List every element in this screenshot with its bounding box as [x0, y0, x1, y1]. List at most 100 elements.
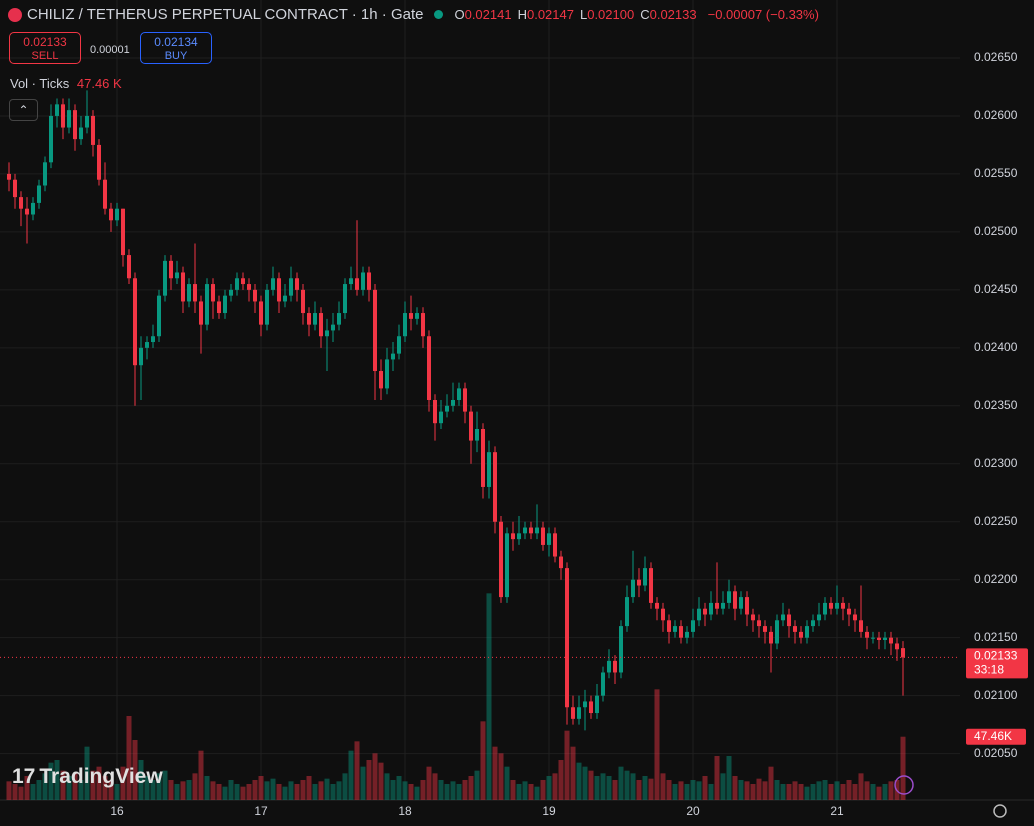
volume-bar — [642, 776, 648, 800]
candle-body — [853, 614, 857, 621]
volume-bar — [306, 776, 312, 800]
candle-body — [121, 208, 125, 256]
buy-label: BUY — [164, 50, 188, 62]
candle-body — [535, 527, 539, 534]
volume-bar — [900, 736, 906, 800]
candle-body — [175, 272, 179, 279]
header: CHILIZ / TETHERUS PERPETUAL CONTRACT · 1… — [8, 6, 819, 23]
volume-bar — [234, 784, 240, 800]
candle-body — [217, 301, 221, 314]
candle-body — [589, 701, 593, 714]
candle-body — [457, 388, 461, 400]
volume-bar — [702, 776, 708, 800]
candle-body — [607, 660, 611, 673]
volume-bar — [222, 786, 228, 800]
candle-body — [523, 527, 527, 534]
volume-bar — [468, 776, 474, 800]
symbol-title[interactable]: CHILIZ / TETHERUS PERPETUAL CONTRACT · 1… — [27, 6, 424, 23]
volume-bar — [504, 766, 510, 800]
candle-body — [775, 620, 779, 644]
x-tick-label: 18 — [398, 804, 412, 818]
volume-bar — [660, 773, 666, 800]
candle-body — [553, 533, 557, 557]
volume-bar — [438, 780, 444, 800]
volume-bar — [54, 760, 60, 800]
ohlc-value: 0.02147 — [526, 7, 574, 22]
x-tick-label: 20 — [686, 804, 700, 818]
candle-body — [835, 602, 839, 609]
volume-bar — [360, 766, 366, 800]
volume-bar — [492, 746, 498, 800]
candle-body — [499, 521, 503, 598]
symbol-icon — [8, 7, 22, 22]
candle-body — [877, 637, 881, 640]
volume-bar — [696, 781, 702, 800]
volume-bar — [624, 770, 630, 800]
volume-bar — [42, 773, 48, 800]
candle-body — [145, 342, 149, 348]
ohlc-key: L — [579, 7, 588, 22]
volume-bar — [726, 756, 732, 800]
volume-bar — [858, 773, 864, 800]
candle-body — [229, 289, 233, 296]
candle-body — [649, 568, 653, 603]
watermark: 17 TradingView — [12, 765, 163, 788]
candle-body — [337, 313, 341, 325]
collapse-button[interactable]: ⌃ — [9, 99, 38, 121]
candle-body — [301, 289, 305, 314]
volume-bar — [240, 786, 246, 800]
volume-bar — [282, 786, 288, 800]
volume-bar — [714, 756, 720, 800]
candle-body — [187, 284, 191, 302]
candle-body — [235, 278, 239, 290]
candle-body — [637, 579, 641, 586]
volume-bar — [168, 780, 174, 800]
volume-bar — [588, 770, 594, 800]
volume-bar — [654, 689, 660, 800]
volume-bar — [828, 784, 834, 800]
volume-bar — [336, 781, 342, 800]
candle-body — [577, 707, 581, 719]
volume-bar — [672, 784, 678, 800]
volume-bar — [690, 780, 696, 800]
candle-body — [97, 144, 101, 180]
candle-body — [277, 278, 281, 302]
sell-button[interactable]: 0.02133 SELL — [9, 32, 81, 64]
volume-bar — [24, 776, 30, 800]
volume-bar — [636, 780, 642, 800]
candle-body — [793, 626, 797, 632]
volume-bar — [864, 781, 870, 800]
y-tick-label: 0.02450 — [974, 282, 1018, 296]
y-tick-label: 0.02250 — [974, 514, 1018, 528]
candle-body — [451, 400, 455, 406]
volume-bar — [564, 730, 570, 800]
buy-button[interactable]: 0.02134 BUY — [140, 32, 212, 64]
candle-body — [409, 313, 413, 319]
candle-body — [859, 620, 863, 632]
volume-bar — [174, 784, 180, 800]
volume-bar — [474, 770, 480, 800]
candle-body — [697, 608, 701, 621]
volume-bar — [138, 760, 144, 800]
volume-bar — [204, 776, 210, 800]
x-tick-label: 19 — [542, 804, 556, 818]
volume-bar — [870, 784, 876, 800]
candle-body — [199, 301, 203, 325]
volume-bar — [570, 746, 576, 800]
candle-body — [49, 115, 53, 163]
candle-body — [487, 452, 491, 487]
volume-bar — [480, 721, 486, 800]
volume-bar — [744, 781, 750, 800]
volume-bar — [738, 780, 744, 800]
last-price-tag — [966, 648, 1028, 679]
sell-label: SELL — [31, 50, 59, 62]
volume-bar — [600, 773, 606, 800]
volume-bar — [408, 784, 414, 800]
volume-bar — [558, 760, 564, 800]
volume-bar — [372, 753, 378, 800]
volume-bar — [18, 786, 24, 800]
candle-body — [817, 614, 821, 621]
volume-bar — [768, 766, 774, 800]
volume-bar — [30, 784, 36, 800]
